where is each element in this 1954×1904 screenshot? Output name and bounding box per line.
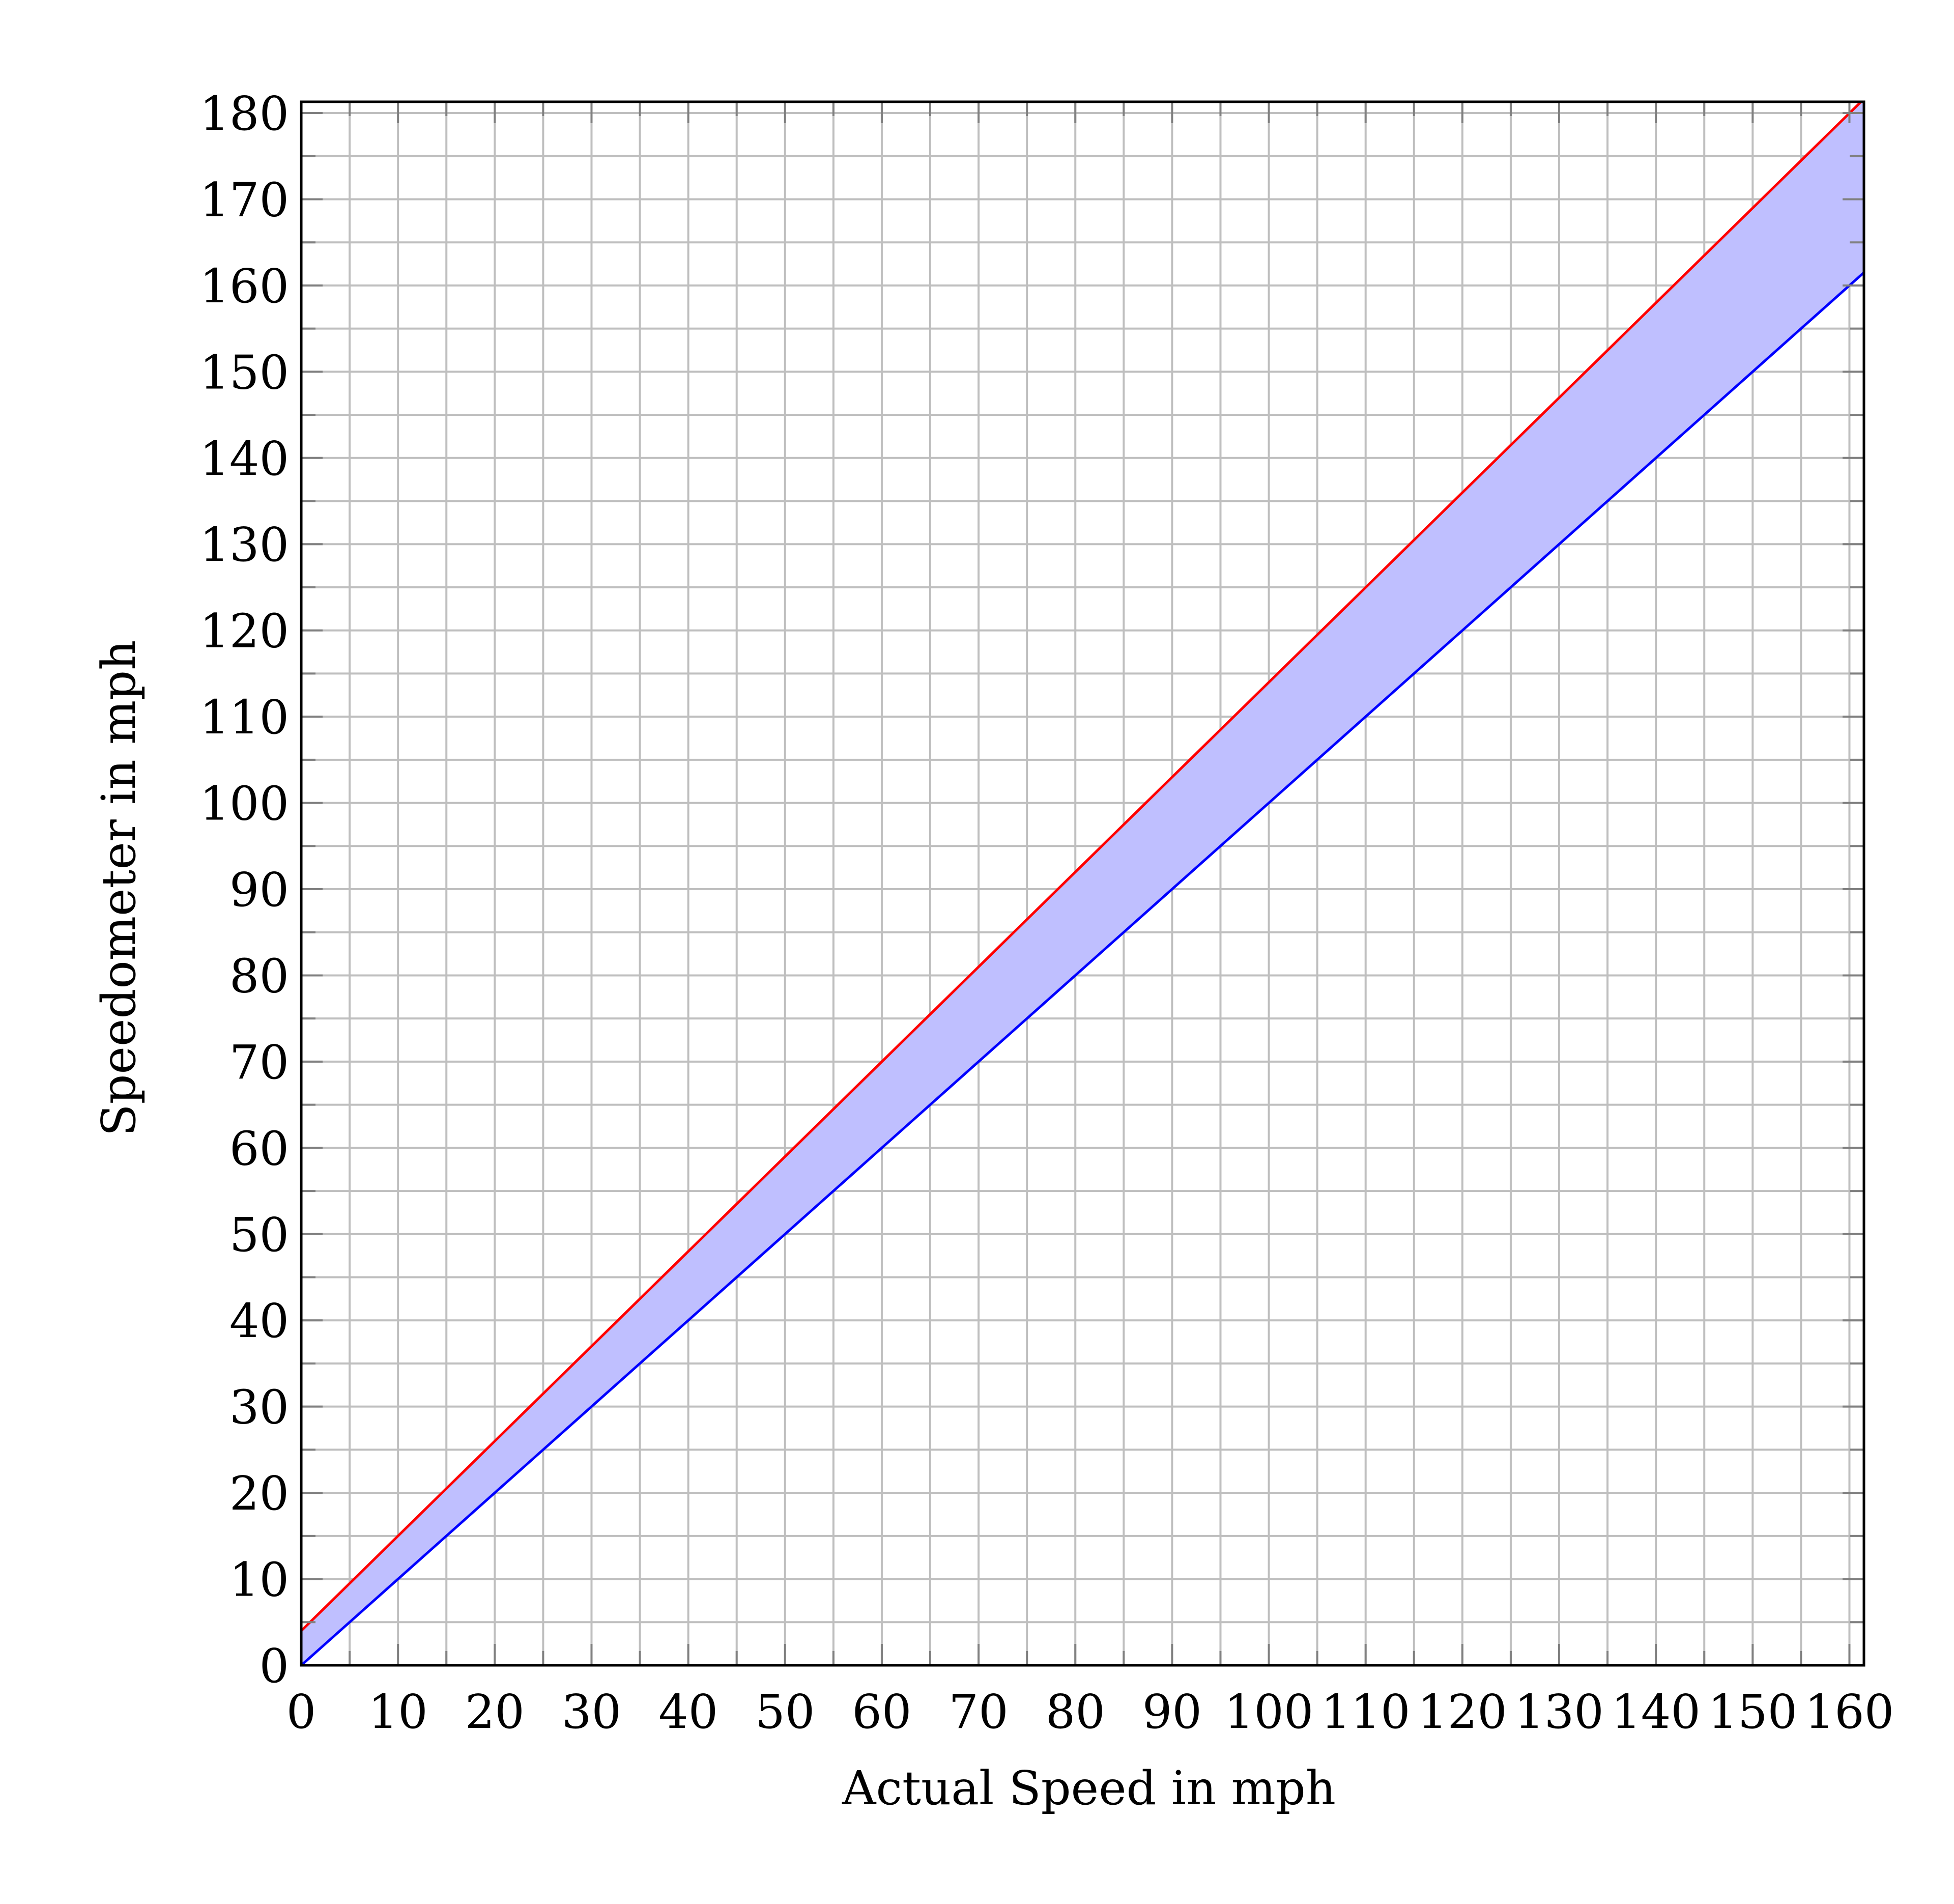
x-tick-label: 110 xyxy=(1321,1685,1411,1739)
x-tick-label: 130 xyxy=(1514,1685,1604,1739)
y-tick-label: 50 xyxy=(229,1208,289,1262)
y-tick-label: 120 xyxy=(199,604,289,659)
tolerance-band-fill xyxy=(301,102,1864,1665)
y-tick-label: 160 xyxy=(199,259,289,314)
y-tick-label: 150 xyxy=(199,345,289,400)
y-tick-label: 0 xyxy=(259,1639,289,1693)
tick-labels: 0 10 20 30 40 50 60 70 80 90 100 110 120 130 140 150 160… xyxy=(199,87,1894,1739)
x-tick-label: 90 xyxy=(1142,1685,1202,1739)
x-tick-label: 50 xyxy=(755,1685,815,1739)
x-axis-label: Actual Speed in mph xyxy=(842,1761,1336,1815)
x-tick-label: 0 xyxy=(286,1685,317,1739)
y-tick-label: 100 xyxy=(199,777,289,831)
x-tick-label: 30 xyxy=(562,1685,621,1739)
x-tick-label: 70 xyxy=(949,1685,1009,1739)
y-tick-label: 60 xyxy=(229,1121,289,1176)
x-tick-label: 140 xyxy=(1611,1685,1701,1739)
y-axis-label: Speedometer in mph xyxy=(92,640,146,1136)
x-tick-label: 120 xyxy=(1418,1685,1507,1739)
x-tick-label: 60 xyxy=(852,1685,911,1739)
x-tick-label: 10 xyxy=(368,1685,428,1739)
lower-limit-line xyxy=(300,271,1865,1666)
y-tick-label: 20 xyxy=(229,1466,289,1521)
grid xyxy=(300,102,1864,1666)
x-tick-label: 80 xyxy=(1046,1685,1105,1739)
y-tick-label: 140 xyxy=(199,432,289,486)
y-tick-label: 170 xyxy=(199,173,289,227)
x-tick-label: 40 xyxy=(658,1685,718,1739)
y-tick-label: 70 xyxy=(229,1035,289,1090)
x-tick-label: 160 xyxy=(1805,1685,1894,1739)
x-tick-label: 100 xyxy=(1224,1685,1314,1739)
y-tick-label: 110 xyxy=(199,690,289,745)
y-tick-label: 130 xyxy=(199,518,289,572)
y-tick-label: 180 xyxy=(199,87,289,141)
marks xyxy=(300,101,1865,1666)
y-tick-label: 90 xyxy=(229,863,289,917)
y-tick-label: 40 xyxy=(229,1294,289,1348)
x-tick-label: 150 xyxy=(1708,1685,1798,1739)
x-tick-label: 20 xyxy=(465,1685,525,1739)
upper-limit-line xyxy=(300,101,1862,1632)
y-tick-label: 10 xyxy=(229,1553,289,1607)
y-tick-label: 80 xyxy=(229,949,289,1003)
y-tick-label: 30 xyxy=(229,1380,289,1435)
plot-frame xyxy=(300,100,1865,1667)
